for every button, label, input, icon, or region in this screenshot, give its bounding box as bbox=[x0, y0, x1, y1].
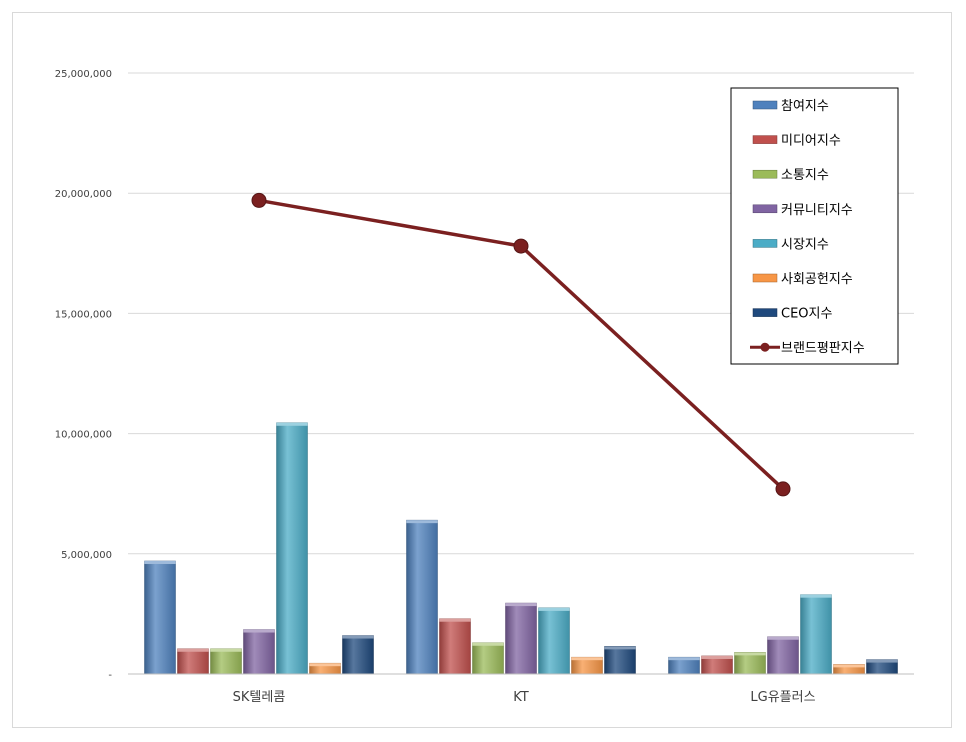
legend-swatch bbox=[752, 169, 778, 179]
legend-label: 미디어지수 bbox=[781, 134, 841, 149]
y-tick-label: 5,000,000 bbox=[61, 550, 112, 561]
bar bbox=[177, 648, 209, 675]
legend-label: 시장지수 bbox=[781, 237, 829, 252]
bar-top bbox=[210, 648, 242, 652]
bar bbox=[276, 422, 308, 675]
x-tick-label: LG유플러스 bbox=[750, 690, 815, 705]
y-tick-label: 20,000,000 bbox=[55, 189, 112, 200]
bar-top bbox=[701, 655, 733, 659]
bar-top bbox=[604, 646, 636, 650]
legend-label: 사회공헌지수 bbox=[781, 272, 853, 287]
y-axis: - 5,000,000 10,000,000 15,000,000 20,000,000… bbox=[55, 69, 113, 681]
bar bbox=[800, 594, 832, 675]
legend-swatch bbox=[752, 135, 778, 144]
bar bbox=[734, 652, 766, 675]
bar bbox=[144, 560, 176, 675]
y-tick-label: 25,000,000 bbox=[55, 69, 112, 80]
bar bbox=[210, 648, 242, 675]
legend-swatch bbox=[752, 204, 778, 214]
bar-top bbox=[866, 659, 898, 663]
x-tick-label: KT bbox=[513, 690, 529, 705]
bar-top bbox=[833, 664, 865, 668]
legend-label: 브랜드평판지수 bbox=[781, 341, 865, 356]
legend-label: CEO지수 bbox=[781, 307, 832, 322]
x-tick-label: SK텔레콤 bbox=[233, 690, 286, 705]
grid-layer bbox=[128, 72, 914, 555]
legend-swatch bbox=[752, 273, 778, 283]
bar-layer bbox=[144, 422, 898, 675]
legend-swatch bbox=[752, 100, 778, 110]
bar-top bbox=[505, 603, 537, 607]
x-axis: SK텔레콤 KT LG유플러스 bbox=[128, 673, 914, 705]
bar-top bbox=[571, 657, 603, 661]
legend-box bbox=[730, 87, 899, 365]
y-tick-label: 15,000,000 bbox=[55, 309, 112, 320]
legend-swatch bbox=[752, 308, 778, 317]
bar-top bbox=[472, 642, 504, 646]
bar-top bbox=[767, 636, 799, 640]
bar-top bbox=[276, 422, 308, 426]
bar bbox=[538, 607, 570, 675]
bar bbox=[505, 602, 537, 675]
y-tick-label: 10,000,000 bbox=[55, 430, 112, 441]
line-layer bbox=[251, 192, 791, 497]
bar-top bbox=[144, 561, 176, 565]
bar-top bbox=[406, 520, 438, 524]
y-tick-label: - bbox=[108, 670, 112, 681]
legend-label: 소통지수 bbox=[781, 168, 829, 183]
line-point bbox=[775, 481, 791, 497]
bar-top bbox=[439, 618, 471, 622]
bar-top bbox=[243, 629, 275, 633]
bar-top bbox=[668, 657, 700, 661]
bar bbox=[342, 635, 374, 675]
bar-top bbox=[309, 663, 341, 667]
bar bbox=[767, 636, 799, 675]
legend-swatch bbox=[752, 239, 778, 248]
legend-label: 참여지수 bbox=[781, 99, 829, 114]
bar bbox=[406, 519, 438, 675]
bar-top bbox=[177, 648, 209, 652]
bar-top bbox=[342, 635, 374, 639]
legend-marker bbox=[760, 342, 770, 352]
bar bbox=[243, 629, 275, 675]
line-point bbox=[513, 238, 529, 254]
bar bbox=[472, 642, 504, 675]
bar bbox=[439, 618, 471, 675]
legend-label: 커뮤니티지수 bbox=[781, 203, 853, 218]
bar-top bbox=[734, 652, 766, 656]
bar-top bbox=[800, 594, 832, 598]
bar bbox=[604, 646, 636, 675]
line-point bbox=[251, 192, 267, 208]
bar-top bbox=[538, 607, 570, 611]
